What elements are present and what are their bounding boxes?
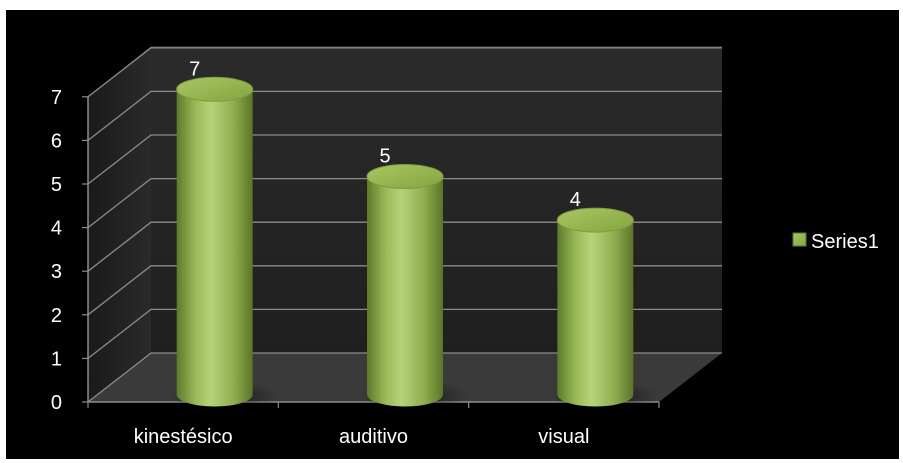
gridline xyxy=(87,265,722,316)
gridline xyxy=(87,308,722,359)
x-ticks xyxy=(87,402,660,408)
bar-cylinder xyxy=(367,176,443,407)
category-label: kinestésico xyxy=(134,426,233,448)
gridline xyxy=(87,352,722,403)
bar-top xyxy=(366,164,444,189)
gridline xyxy=(87,177,722,229)
legend-label-series1: Series1 xyxy=(811,231,879,253)
legend-swatch-series1 xyxy=(792,232,807,247)
bar-cylinder xyxy=(176,89,253,407)
gridline xyxy=(87,47,722,98)
bar-cylinder xyxy=(557,220,634,407)
y-tick-label: 2 xyxy=(51,305,62,327)
side-wall xyxy=(88,46,151,402)
data-label: 5 xyxy=(379,146,390,168)
gridlines xyxy=(87,47,722,403)
y-tick-label: 1 xyxy=(51,348,62,370)
category-label: auditivo xyxy=(339,426,408,448)
y-tick-label: 7 xyxy=(51,87,62,109)
bars xyxy=(170,76,660,413)
y-tick-label: 6 xyxy=(51,130,62,152)
data-label: 4 xyxy=(570,189,581,211)
bar-top xyxy=(556,207,634,233)
category-labels: kinestésico auditivo visual xyxy=(134,426,590,448)
gridline xyxy=(87,221,722,272)
y-tick-label: 5 xyxy=(51,174,62,196)
gridline xyxy=(87,90,722,141)
data-labels: 7 5 4 xyxy=(189,58,581,211)
data-label: 7 xyxy=(189,58,200,80)
legend: Series1 xyxy=(792,231,879,253)
category-label: visual xyxy=(538,426,589,448)
y-tick-label: 3 xyxy=(51,261,62,283)
y-tick-label: 4 xyxy=(51,218,62,240)
gridline xyxy=(87,134,722,185)
y-ticks: 0 1 2 3 4 5 6 7 xyxy=(51,87,88,414)
y-tick-label: 0 xyxy=(51,392,62,414)
bar-top xyxy=(176,76,254,102)
